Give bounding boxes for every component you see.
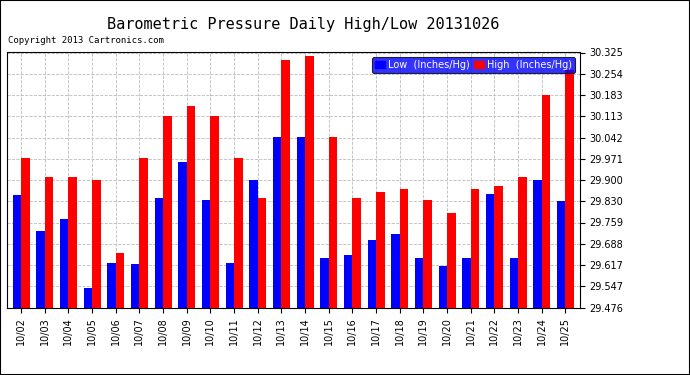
Bar (344, 255, 353, 308)
Bar (163, 116, 172, 308)
Bar (92, 180, 101, 308)
Bar (68, 177, 77, 308)
Bar (139, 158, 148, 308)
Bar (37, 231, 45, 308)
Bar (400, 189, 408, 308)
Bar (273, 138, 282, 308)
Bar (12, 195, 21, 308)
Bar (249, 180, 258, 308)
Bar (187, 106, 195, 308)
Text: Barometric Pressure Daily High/Low 20131026: Barometric Pressure Daily High/Low 20131… (108, 17, 500, 32)
Bar (107, 263, 116, 308)
Bar (155, 198, 163, 308)
Bar (320, 258, 328, 308)
Text: Copyright 2013 Cartronics.com: Copyright 2013 Cartronics.com (8, 36, 164, 45)
Bar (557, 201, 565, 308)
Bar (376, 192, 384, 308)
Bar (116, 253, 124, 308)
Bar (424, 200, 432, 308)
Bar (471, 189, 480, 308)
Bar (415, 258, 424, 308)
Bar (509, 258, 518, 308)
Bar (462, 258, 471, 308)
Bar (297, 138, 305, 308)
Bar (368, 240, 376, 308)
Bar (45, 177, 53, 308)
Bar (234, 158, 243, 308)
Bar (258, 198, 266, 308)
Bar (518, 177, 526, 308)
Bar (305, 56, 313, 308)
Bar (178, 162, 187, 308)
Bar (391, 234, 400, 308)
Bar (328, 138, 337, 308)
Bar (83, 288, 92, 308)
Legend: Low  (Inches/Hg), High  (Inches/Hg): Low (Inches/Hg), High (Inches/Hg) (372, 57, 575, 73)
Bar (533, 180, 542, 308)
Bar (353, 198, 361, 308)
Bar (486, 194, 495, 308)
Bar (210, 116, 219, 308)
Bar (542, 95, 550, 308)
Bar (439, 266, 447, 308)
Bar (447, 213, 455, 308)
Bar (495, 186, 503, 308)
Bar (202, 200, 210, 308)
Bar (282, 60, 290, 308)
Bar (60, 219, 68, 308)
Bar (21, 158, 30, 308)
Bar (131, 264, 139, 308)
Bar (565, 70, 574, 308)
Bar (226, 263, 234, 308)
